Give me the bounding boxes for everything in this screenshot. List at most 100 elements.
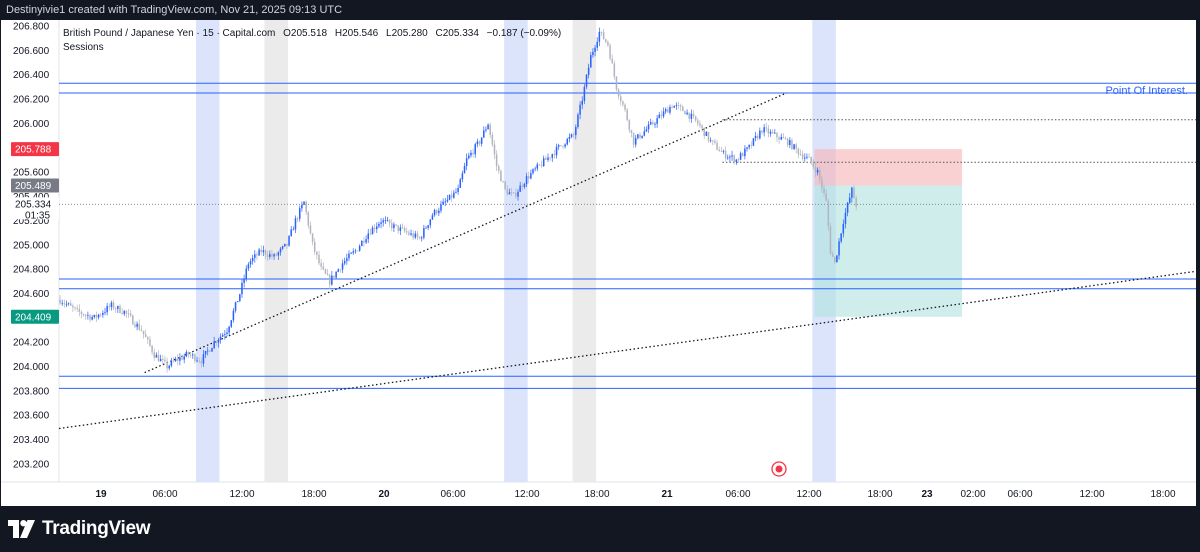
- candle-body: [84, 315, 87, 317]
- candle-body: [461, 173, 464, 180]
- candle-body: [63, 303, 66, 305]
- candle-body: [767, 128, 770, 134]
- candle-body: [356, 250, 359, 252]
- y-tick-label: 204.600: [13, 289, 50, 300]
- trendline-0: [144, 92, 787, 374]
- candle-body: [172, 360, 175, 362]
- candle-body: [249, 261, 252, 265]
- x-tick-label: 18:00: [1150, 489, 1175, 500]
- candle-body: [667, 109, 669, 113]
- candle-body: [750, 144, 753, 146]
- y-tick-label: 206.600: [13, 46, 50, 57]
- candle-body: [74, 307, 76, 309]
- x-tick-label: 23: [921, 489, 933, 500]
- x-tick-label: 06:00: [725, 489, 750, 500]
- x-tick-label: 12:00: [229, 489, 254, 500]
- candle-body: [258, 249, 260, 256]
- candle-body: [810, 156, 812, 163]
- x-tick-label: 12:00: [1079, 489, 1104, 500]
- candle-body: [232, 310, 235, 321]
- candle-body: [423, 228, 425, 238]
- candle-body: [435, 210, 438, 214]
- candle-body: [213, 341, 215, 349]
- candle-body: [647, 124, 650, 130]
- candlestick-chart[interactable]: 203.200 203.400 203.600 203.800 204.000 204.2…: [1, 20, 1196, 506]
- x-tick-label: 18:00: [584, 489, 609, 500]
- y-tick-label: 203.200: [13, 459, 50, 470]
- tradingview-logo[interactable]: TradingView: [8, 518, 151, 540]
- candle-body: [836, 255, 838, 262]
- candle-body: [414, 233, 417, 238]
- candle-body: [127, 313, 130, 315]
- candle-body: [756, 135, 759, 139]
- candle-body: [119, 305, 121, 313]
- candle-body: [701, 125, 703, 128]
- candle-body: [652, 122, 654, 125]
- candle-body: [726, 157, 729, 159]
- candle-body: [388, 220, 391, 224]
- candle-body: [594, 47, 596, 52]
- candle-body: [260, 249, 262, 253]
- candle-body: [251, 257, 254, 262]
- candle-body: [724, 150, 727, 159]
- y-tick-label: 203.600: [13, 411, 50, 422]
- candle-body: [254, 254, 256, 258]
- candle-body: [547, 157, 549, 160]
- candle-body: [365, 239, 367, 243]
- candle-body: [532, 169, 534, 174]
- candle-body: [615, 76, 618, 90]
- candle-body: [277, 252, 280, 256]
- candle-body: [243, 278, 245, 283]
- y-tick-label: 206.000: [13, 119, 50, 130]
- candle-body: [341, 263, 344, 270]
- candle-body: [483, 130, 485, 138]
- candle-body: [162, 359, 164, 360]
- candle-body: [823, 188, 825, 194]
- candle-body: [412, 233, 414, 238]
- candle-body: [786, 138, 789, 146]
- candle-body: [427, 225, 429, 228]
- candle-body: [382, 220, 384, 223]
- candle-body: [395, 224, 397, 226]
- x-tick-label: 20: [378, 489, 390, 500]
- candle-body: [521, 185, 524, 187]
- chart-area[interactable]: 203.200 203.400 203.600 203.800 204.000 204.2…: [1, 20, 1196, 506]
- candle-body: [459, 179, 462, 188]
- candle-body: [147, 337, 149, 340]
- candle-body: [134, 324, 136, 327]
- y-tick-label: 203.400: [13, 435, 50, 446]
- indicator-sessions[interactable]: Sessions: [63, 42, 104, 53]
- candle-body: [765, 127, 768, 129]
- candle-body: [515, 192, 517, 197]
- candle-body: [91, 317, 93, 320]
- candle-body: [699, 123, 701, 126]
- credit-text: Destinyivie1 created with TradingView.co…: [6, 4, 343, 16]
- candle-body: [536, 164, 539, 169]
- candle-body: [634, 138, 637, 145]
- x-tick-label: 12:00: [514, 489, 539, 500]
- candle-body: [538, 164, 541, 166]
- candle-body: [121, 312, 123, 314]
- candle-body: [821, 179, 823, 189]
- candle-body: [540, 164, 543, 167]
- candle-body: [504, 181, 506, 189]
- candle-body: [82, 314, 85, 316]
- candle-body: [296, 218, 299, 220]
- candle-body: [684, 111, 686, 115]
- candle-body: [425, 227, 427, 229]
- candle-body: [598, 31, 601, 42]
- candle-body: [816, 169, 819, 173]
- candle-body: [298, 208, 301, 219]
- candle-body: [326, 273, 329, 276]
- candle-body: [838, 241, 840, 256]
- candle-body: [664, 109, 667, 112]
- candle-body: [228, 326, 230, 333]
- candle-body: [371, 227, 374, 235]
- candle-body: [170, 360, 173, 366]
- tradingview-brand-text: TradingView: [42, 518, 151, 539]
- candle-body: [288, 235, 290, 246]
- candle-body: [303, 201, 305, 205]
- candle-body: [688, 112, 690, 119]
- candle-body: [709, 140, 712, 142]
- candle-body: [472, 152, 474, 155]
